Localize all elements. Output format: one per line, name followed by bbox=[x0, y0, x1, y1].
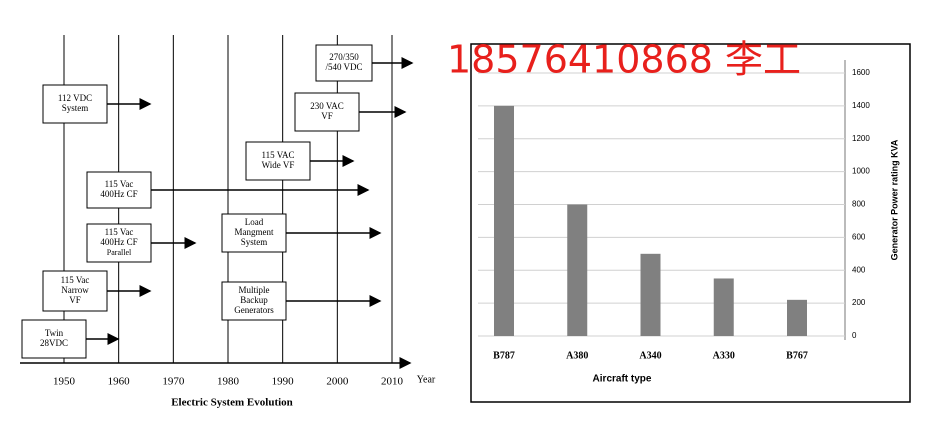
x-tick-label: B787 bbox=[493, 350, 515, 361]
year-label: 1960 bbox=[108, 376, 131, 388]
year-label: 2010 bbox=[381, 376, 404, 388]
box-label: 270/350 bbox=[329, 52, 359, 62]
system-box bbox=[221, 281, 287, 321]
box-label: Generators bbox=[234, 305, 274, 315]
box-label: VF bbox=[321, 111, 333, 121]
bar bbox=[567, 204, 588, 336]
system-box bbox=[86, 171, 152, 209]
box-label: /540 VDC bbox=[325, 62, 362, 72]
y-axis-label: Generator Power rating KVA bbox=[889, 139, 899, 260]
axis-label: Year bbox=[417, 374, 436, 385]
y-tick-label: 400 bbox=[852, 265, 866, 274]
box-label: 112 VDC bbox=[58, 93, 92, 103]
y-tick-label: 1400 bbox=[852, 101, 870, 110]
y-tick-label: 800 bbox=[852, 200, 866, 209]
system-box bbox=[42, 270, 108, 312]
box-label: 115 Vac bbox=[61, 275, 90, 285]
system-box bbox=[245, 141, 311, 181]
bar bbox=[494, 105, 514, 336]
y-tick-label: 1600 bbox=[852, 68, 870, 77]
box-label: Wide VF bbox=[262, 160, 295, 170]
box-label: System bbox=[241, 237, 268, 247]
box-label: Mangment bbox=[235, 227, 274, 237]
watermark: 18576410868 李工 bbox=[447, 38, 801, 82]
x-tick-label: B767 bbox=[786, 350, 808, 361]
x-tick-label: A380 bbox=[566, 350, 588, 361]
y-tick-label: 600 bbox=[852, 232, 866, 241]
box-label: Twin bbox=[45, 328, 64, 338]
y-tick-label: 0 bbox=[852, 331, 857, 340]
bar bbox=[640, 253, 661, 336]
year-label: 1980 bbox=[217, 376, 240, 388]
bar bbox=[787, 299, 807, 336]
year-label: 2000 bbox=[326, 376, 349, 388]
system-box bbox=[86, 223, 152, 263]
x-tick-label: A340 bbox=[639, 350, 661, 361]
box-label: System bbox=[62, 103, 89, 113]
y-tick-label: 200 bbox=[852, 298, 866, 307]
box-label: Backup bbox=[240, 295, 268, 305]
bar bbox=[713, 278, 734, 336]
system-box bbox=[42, 84, 108, 124]
year-label: 1970 bbox=[162, 376, 185, 388]
chart-frame bbox=[470, 43, 911, 403]
y-tick-label: 1000 bbox=[852, 167, 870, 176]
box-label: 115 VAC bbox=[261, 150, 294, 160]
box-label: Load bbox=[245, 217, 264, 227]
year-label: 1950 bbox=[53, 376, 76, 388]
year-label: 1990 bbox=[272, 376, 295, 388]
timeline-title: Electric System Evolution bbox=[171, 397, 293, 409]
box-label: 28VDC bbox=[40, 338, 68, 348]
x-tick-label: A330 bbox=[713, 350, 735, 361]
box-label: VF bbox=[69, 295, 81, 305]
system-box bbox=[221, 213, 287, 253]
box-label: Parallel bbox=[107, 248, 132, 257]
box-label: 400Hz CF bbox=[100, 237, 137, 247]
box-label: 230 VAC bbox=[310, 101, 343, 111]
box-label: Narrow bbox=[61, 285, 89, 295]
box-label: 115 Vac bbox=[105, 179, 134, 189]
y-tick-label: 1200 bbox=[852, 134, 870, 143]
box-label: Multiple bbox=[239, 285, 270, 295]
box-label: 400Hz CF bbox=[100, 189, 137, 199]
system-box bbox=[21, 319, 87, 359]
box-label: 115 Vac bbox=[105, 227, 134, 237]
x-axis-label: Aircraft type bbox=[593, 374, 652, 385]
